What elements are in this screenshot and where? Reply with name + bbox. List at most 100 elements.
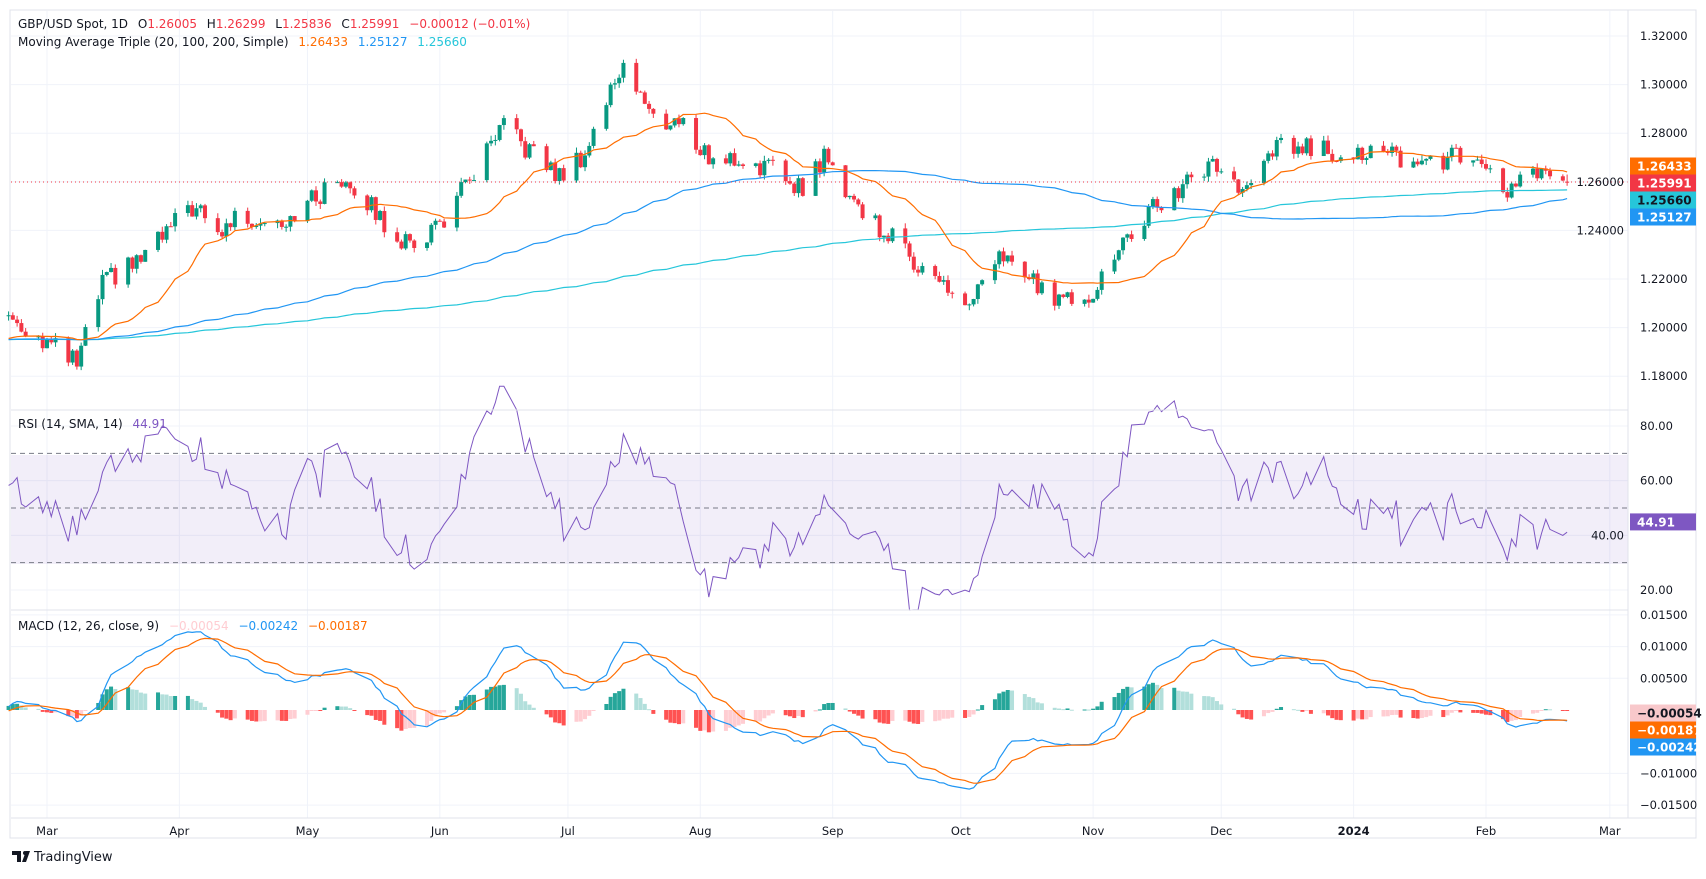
candle-body: [945, 280, 950, 293]
macd-histogram-bar: [587, 710, 592, 716]
candle-body: [813, 161, 818, 196]
tradingview-logo[interactable]: TradingView: [12, 850, 113, 865]
macd-histogram-bar: [886, 710, 891, 724]
candle: [1398, 146, 1403, 168]
candle-body: [493, 139, 498, 141]
macd-histogram-bar: [638, 698, 643, 710]
candle: [881, 235, 886, 243]
candle: [1180, 179, 1185, 203]
candle-body: [463, 179, 468, 183]
close-value: 1.25991: [350, 17, 400, 31]
candle: [736, 160, 741, 167]
axes[interactable]: Mar Apr May Jun Jul Aug Sep Oct Nov Dec 2024 Feb Mar…: [36, 29, 1702, 838]
candle-body: [130, 257, 135, 269]
candle: [1005, 255, 1010, 264]
macd-histogram-bar: [70, 710, 75, 717]
ma20-price-badge-text: 1.26433: [1637, 160, 1692, 174]
candle-body: [1031, 273, 1036, 280]
close-label: C: [341, 17, 349, 31]
macd-histogram-bar: [971, 710, 976, 715]
macd-tick-label: 0.01500: [1640, 608, 1688, 622]
candle-body: [980, 280, 985, 285]
candle: [980, 279, 985, 286]
candle-body: [591, 128, 596, 146]
candle-body: [728, 153, 733, 164]
candle: [1022, 261, 1027, 283]
macd-histogram-bar: [553, 710, 558, 723]
candle-body: [497, 125, 502, 140]
candle: [800, 177, 805, 197]
candle-body: [6, 315, 11, 317]
macd-histogram-bar: [1249, 710, 1254, 720]
candle-body: [860, 204, 865, 219]
macd-histogram-bar: [1214, 701, 1219, 710]
macd-histogram-bar: [224, 710, 229, 719]
candle-body: [903, 228, 908, 244]
rsi-legend[interactable]: RSI (14, SMA, 14) 44.91: [18, 417, 167, 431]
time-tick-label: Mar: [36, 824, 58, 838]
macd-histogram-bar: [352, 710, 357, 711]
macd-histogram-bar: [66, 710, 71, 717]
candle: [514, 114, 519, 135]
candle: [467, 176, 472, 184]
candle-body: [518, 129, 523, 142]
candle: [459, 177, 464, 198]
macd-histogram-bar: [1176, 690, 1181, 710]
candle: [732, 148, 737, 167]
candle-body: [23, 331, 28, 337]
logo-dot: [23, 851, 27, 855]
macd-histogram-bar: [467, 694, 472, 710]
macd-histogram-bar: [23, 707, 28, 710]
candle-body: [1116, 250, 1121, 260]
macd-histogram-bar: [228, 710, 233, 721]
macd-histogram-bar: [723, 710, 728, 731]
candle-body: [245, 210, 250, 224]
candle: [911, 252, 916, 273]
candle-body: [1338, 157, 1343, 162]
macd-histogram-bar: [258, 710, 263, 722]
candle-body: [1022, 261, 1027, 278]
macd-histogram-bar: [992, 699, 997, 710]
chart-frame: [9, 9, 1697, 839]
candle: [322, 178, 327, 205]
candle-body: [425, 242, 430, 248]
candle-body: [1249, 182, 1254, 186]
macd-histogram-bar: [463, 696, 468, 710]
macd-histogram-bar: [997, 693, 1002, 710]
candle: [1411, 157, 1416, 168]
candle: [1236, 179, 1241, 196]
candle-body: [138, 255, 143, 262]
macd-histogram-bar: [1202, 696, 1207, 710]
candle-body: [1449, 147, 1454, 157]
candle-body: [126, 257, 131, 285]
macd-histogram-bar: [911, 710, 916, 724]
macd-histogram-bar: [1039, 703, 1044, 710]
candle: [412, 239, 417, 253]
macd-histogram-bar: [711, 710, 716, 732]
candle-body: [621, 62, 626, 78]
candle-body: [992, 264, 997, 281]
macd-histogram-bar: [728, 710, 733, 728]
macd-histogram-bar: [339, 706, 344, 710]
macd-histogram-bar: [843, 708, 848, 710]
macd-histogram-bar: [1308, 710, 1313, 714]
candle: [1390, 142, 1395, 157]
candle: [1458, 146, 1463, 165]
candle-body: [1056, 294, 1061, 306]
candle: [484, 141, 489, 183]
candle-body: [856, 199, 861, 205]
macd-histogram-bar: [578, 710, 583, 722]
macd-legend[interactable]: MACD (12, 26, close, 9) −0.00054 −0.0024…: [18, 619, 368, 633]
macd-histogram-bar: [583, 710, 588, 720]
candle-body: [1330, 153, 1335, 161]
candle: [1291, 135, 1296, 159]
candle-body: [66, 338, 71, 363]
macd-histogram-bar: [501, 684, 506, 710]
candle-body: [1236, 179, 1241, 193]
candle: [1454, 143, 1459, 149]
candle-body: [877, 215, 882, 238]
macd-histogram-bar: [185, 695, 190, 710]
ma-legend[interactable]: Moving Average Triple (20, 100, 200, Sim…: [18, 35, 467, 49]
candle-body: [160, 231, 165, 240]
